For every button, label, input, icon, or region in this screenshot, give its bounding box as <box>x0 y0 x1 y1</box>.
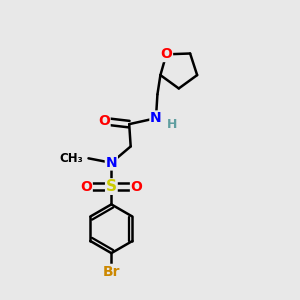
Text: CH₃: CH₃ <box>59 152 83 165</box>
Text: O: O <box>80 180 92 194</box>
Text: Br: Br <box>103 265 120 279</box>
Text: N: N <box>106 156 117 170</box>
Text: O: O <box>160 47 172 61</box>
Text: S: S <box>106 179 117 194</box>
Text: H: H <box>167 118 178 131</box>
Text: O: O <box>131 180 142 194</box>
Text: O: O <box>98 114 110 128</box>
Text: N: N <box>150 111 162 125</box>
